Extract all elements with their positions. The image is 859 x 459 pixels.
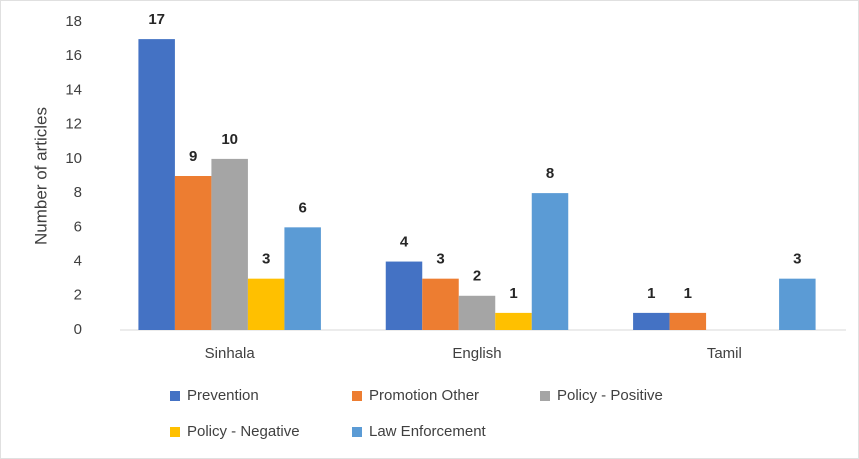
bar (174, 176, 212, 330)
y-tick-label: 18 (65, 13, 82, 30)
bar (633, 312, 670, 330)
value-label: 3 (793, 251, 801, 268)
bar (211, 158, 248, 330)
value-label: 10 (221, 131, 238, 148)
bar (779, 278, 816, 330)
bar (138, 39, 175, 330)
x-tick-label: English (452, 345, 501, 362)
y-tick-label: 14 (65, 81, 82, 98)
y-tick-label: 12 (65, 116, 82, 133)
y-axis-title: Number of articles (31, 107, 50, 245)
bar (495, 312, 532, 330)
legend-label: Promotion Other (369, 387, 479, 404)
y-tick-label: 10 (65, 150, 82, 167)
value-label: 4 (400, 234, 409, 251)
legend-label: Policy - Positive (557, 387, 663, 404)
x-tick-label: Tamil (707, 345, 742, 362)
value-label: 2 (473, 268, 481, 285)
legend-swatch (540, 391, 550, 401)
value-label: 17 (148, 11, 165, 28)
legend-swatch (352, 427, 362, 437)
bar (247, 278, 285, 330)
y-tick-label: 6 (74, 218, 82, 235)
y-tick-label: 4 (74, 253, 82, 270)
bar (284, 227, 321, 330)
value-label: 6 (298, 199, 306, 216)
legend-label: Policy - Negative (187, 423, 300, 440)
bar (669, 312, 707, 330)
value-label: 3 (262, 251, 270, 268)
bar (422, 278, 459, 330)
bar (531, 193, 569, 330)
y-tick-label: 16 (65, 47, 82, 64)
y-tick-label: 8 (74, 184, 82, 201)
value-label: 1 (509, 285, 517, 302)
legend-swatch (170, 427, 180, 437)
value-label: 9 (189, 148, 197, 165)
value-label: 1 (684, 285, 692, 302)
bar (385, 261, 423, 330)
legend-swatch (170, 391, 180, 401)
legend-label: Law Enforcement (369, 423, 487, 440)
value-label: 3 (436, 251, 444, 268)
y-tick-label: 2 (74, 287, 82, 304)
x-tick-label: Sinhala (205, 345, 256, 362)
value-label: 1 (647, 285, 655, 302)
legend-label: Prevention (187, 387, 259, 404)
y-tick-label: 0 (74, 321, 82, 338)
bar (458, 295, 496, 330)
legend-swatch (352, 391, 362, 401)
value-label: 8 (546, 165, 554, 182)
